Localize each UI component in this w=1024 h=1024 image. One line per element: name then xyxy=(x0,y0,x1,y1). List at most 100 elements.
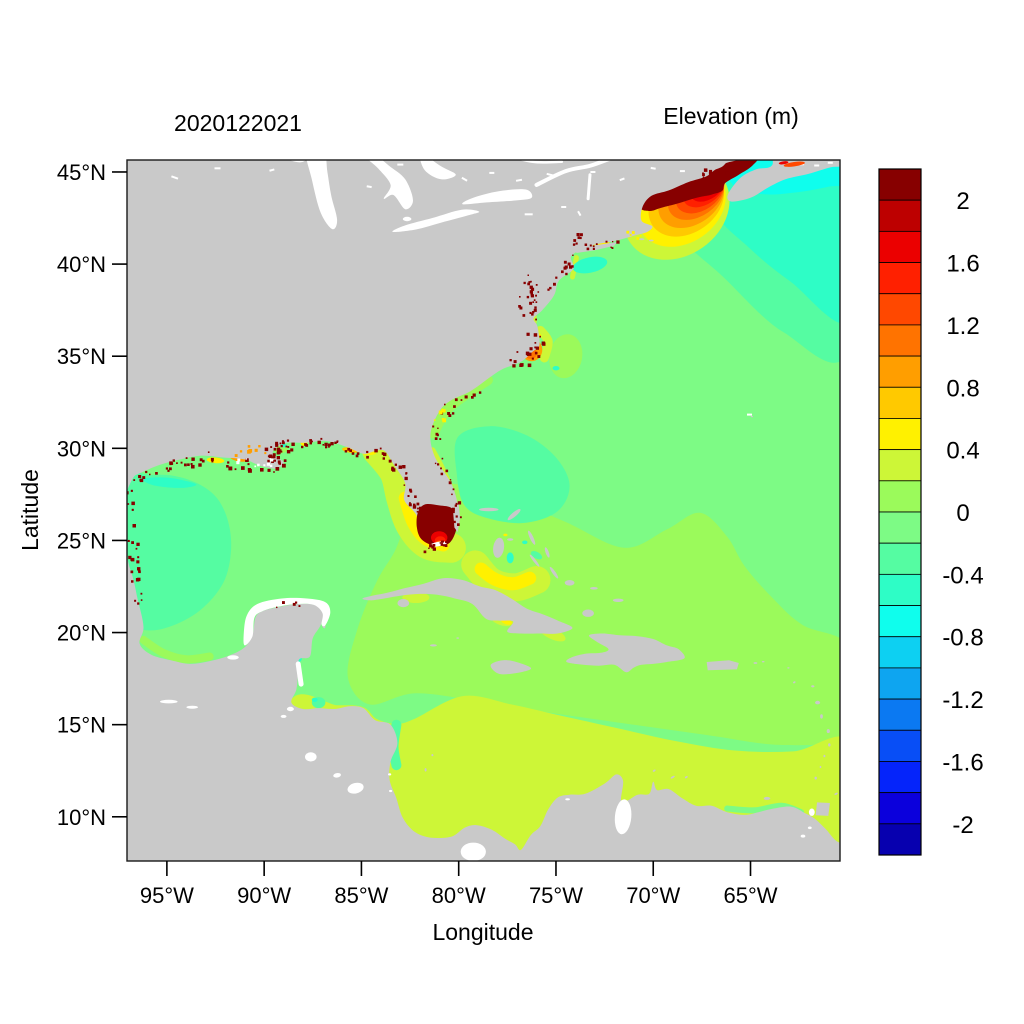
speckle xyxy=(537,355,541,358)
speckle xyxy=(344,450,348,453)
speckle xyxy=(709,169,713,173)
speckle xyxy=(190,463,193,465)
speckle xyxy=(138,475,142,479)
land-spot xyxy=(424,768,427,772)
ocean-region xyxy=(142,477,197,488)
land-spot xyxy=(527,530,536,545)
speckle xyxy=(328,443,331,447)
speckle xyxy=(317,440,321,445)
speckle xyxy=(248,449,253,453)
speckle xyxy=(433,419,436,421)
speckle xyxy=(266,462,270,466)
speckle xyxy=(453,405,456,408)
speckle xyxy=(254,465,257,468)
speckle xyxy=(322,444,325,446)
land-spot xyxy=(582,609,594,617)
speckle xyxy=(285,445,288,448)
land-spot xyxy=(431,754,434,757)
speckle xyxy=(535,284,538,286)
x-tick-label: 85°W xyxy=(334,883,388,908)
speckle xyxy=(207,451,210,453)
speckle xyxy=(592,245,595,248)
speckle xyxy=(264,452,267,455)
speckle xyxy=(199,458,203,462)
speckle xyxy=(528,353,531,356)
speckle xyxy=(428,547,430,549)
speckle xyxy=(529,301,533,305)
speckle xyxy=(571,265,574,268)
speckle xyxy=(471,396,474,399)
land-dash xyxy=(366,185,372,189)
land-dash xyxy=(590,171,596,173)
speckle xyxy=(185,457,188,459)
y-tick-label: 35°N xyxy=(57,344,106,369)
land-dash xyxy=(269,168,275,172)
land-spot xyxy=(347,782,364,794)
ocean-spot xyxy=(506,552,514,564)
land-spot xyxy=(286,706,294,712)
speckle xyxy=(281,440,284,443)
speckle xyxy=(298,605,301,607)
ocean-spot xyxy=(530,550,543,560)
speckle xyxy=(442,544,445,547)
colorbar-segment xyxy=(878,230,922,263)
speckle xyxy=(211,460,214,463)
speckle xyxy=(145,470,148,474)
speckle xyxy=(137,577,141,581)
colorbar-segment xyxy=(878,761,922,794)
speckle xyxy=(414,495,417,498)
speckle xyxy=(451,507,455,511)
land-spot xyxy=(549,566,559,579)
speckle xyxy=(184,463,187,467)
speckle xyxy=(165,467,168,470)
speckle xyxy=(137,602,140,605)
speckle xyxy=(276,451,280,455)
speckle xyxy=(584,243,588,246)
speckle xyxy=(279,449,282,452)
speckle xyxy=(579,233,583,237)
land-dash xyxy=(461,176,468,182)
speckle xyxy=(444,544,448,547)
speckle xyxy=(291,442,295,446)
colorbar-segment xyxy=(878,667,922,700)
speckle xyxy=(592,247,595,250)
land-region xyxy=(462,189,533,205)
speckle xyxy=(245,458,247,460)
colorbar-tick-label: 0 xyxy=(956,500,969,527)
speckle xyxy=(439,542,442,544)
speckle xyxy=(440,543,444,546)
speckle xyxy=(447,412,451,415)
y-tick-label: 45°N xyxy=(57,160,106,185)
colorbar-segment xyxy=(878,293,922,326)
speckle xyxy=(572,254,574,256)
colorbar-segment xyxy=(878,199,922,232)
colorbar-border xyxy=(878,168,922,856)
land-dash xyxy=(515,178,523,182)
speckle xyxy=(529,290,533,294)
land-spot xyxy=(612,598,624,602)
speckle xyxy=(440,467,442,470)
x-tick-label: 70°W xyxy=(626,883,680,908)
speckle xyxy=(131,541,134,544)
land-spot xyxy=(753,662,758,664)
speckle xyxy=(391,467,395,471)
speckle xyxy=(423,550,427,554)
speckle xyxy=(639,234,642,237)
land-dash xyxy=(814,164,820,167)
speckle xyxy=(131,580,134,583)
land-spot xyxy=(800,834,806,838)
land-spot xyxy=(397,599,410,608)
speckle xyxy=(457,501,462,505)
speckle xyxy=(137,567,141,571)
land-spot xyxy=(507,538,514,541)
speckle xyxy=(526,332,530,336)
speckle xyxy=(449,479,452,481)
speckle xyxy=(247,463,250,466)
overlay-spot xyxy=(778,161,789,165)
colorbar-segment xyxy=(878,511,922,544)
land-dash xyxy=(524,213,533,216)
overlay-dash xyxy=(747,413,752,416)
speckle xyxy=(402,465,406,469)
speckle xyxy=(522,314,526,317)
